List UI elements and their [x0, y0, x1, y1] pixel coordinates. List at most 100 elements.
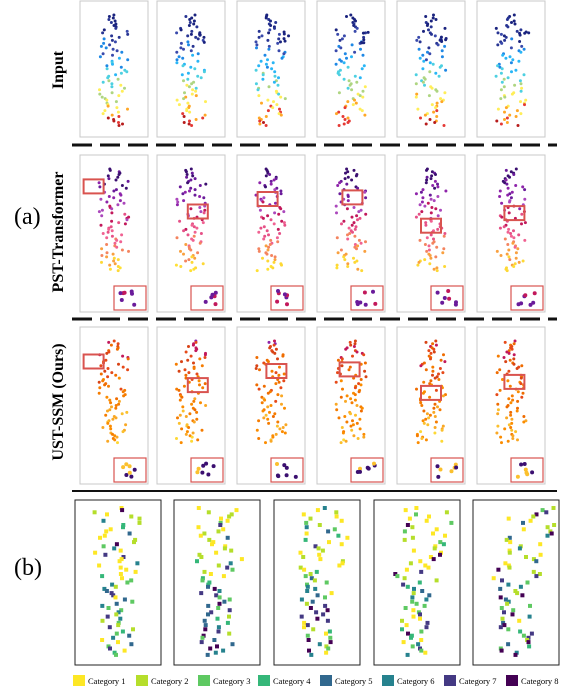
cloud-point — [254, 68, 258, 72]
cloud-point — [353, 398, 357, 402]
cloud-point — [278, 427, 282, 431]
cloud-point — [344, 439, 348, 443]
cloud-point — [177, 103, 181, 107]
cloud-point — [257, 387, 261, 391]
inset-point — [362, 290, 367, 295]
cloud-point — [438, 367, 442, 370]
cloud-point — [108, 168, 112, 172]
cloud-point — [183, 190, 187, 194]
category-point — [317, 642, 322, 647]
cloud-point — [434, 343, 438, 347]
cloud-point — [416, 263, 420, 267]
cloud-point — [283, 39, 287, 43]
cloud-point — [111, 432, 114, 436]
inset-point — [528, 302, 533, 307]
cloud-point — [277, 32, 281, 36]
cloud-point — [357, 390, 361, 394]
inset-point — [204, 461, 209, 466]
category-point — [305, 584, 310, 589]
cloud-point — [264, 244, 268, 248]
category-point — [113, 595, 118, 600]
cloud-point — [121, 430, 125, 434]
cloud-point — [180, 73, 184, 77]
cloud-point — [498, 226, 502, 230]
category-point — [100, 574, 105, 579]
cloud-point — [177, 55, 181, 59]
category-point — [118, 616, 123, 621]
cloud-point — [343, 118, 347, 121]
cloud-point — [102, 41, 106, 45]
cloud-point — [351, 419, 354, 423]
cloud-point — [97, 181, 101, 185]
category-point — [116, 610, 121, 615]
zoom-inset — [190, 285, 224, 311]
cloud-point — [353, 50, 357, 54]
category-point — [502, 610, 506, 615]
cloud-point — [261, 256, 264, 260]
cloud-point — [111, 16, 115, 20]
category-point — [324, 631, 328, 636]
category-point — [118, 565, 123, 570]
category-point — [531, 569, 536, 574]
category-point — [112, 546, 117, 551]
cloud-point — [520, 222, 523, 226]
cloud-point — [509, 426, 513, 429]
cloud-point — [181, 112, 185, 116]
cloud-point — [201, 262, 205, 266]
cloud-point — [512, 265, 516, 268]
cloud-point — [342, 219, 346, 223]
cloud-point — [260, 401, 264, 405]
category-point — [130, 599, 135, 604]
cloud-point — [353, 98, 356, 102]
category-point — [208, 646, 213, 651]
cloud-point — [415, 434, 419, 438]
cloud-point — [427, 244, 431, 248]
cloud-point — [423, 113, 427, 117]
cloud-point — [110, 229, 114, 233]
legend-swatch — [444, 675, 456, 686]
category-point — [302, 625, 306, 630]
cloud-point — [195, 226, 199, 230]
cloud-point — [440, 439, 444, 443]
category-point — [302, 567, 307, 572]
category-point — [225, 518, 230, 523]
cloud-point — [356, 92, 360, 96]
cloud-point — [192, 234, 196, 238]
cloud-point — [195, 25, 199, 29]
cloud-point — [255, 43, 259, 47]
category-point — [121, 525, 125, 530]
category-point — [507, 550, 512, 555]
category-point — [121, 555, 126, 559]
cloud-point — [356, 437, 360, 440]
category-point — [327, 540, 331, 545]
cloud-point — [502, 85, 506, 89]
category-point — [513, 652, 518, 657]
category-point — [114, 652, 118, 657]
category-point — [419, 629, 424, 634]
cloud-point — [116, 342, 120, 346]
cloud-point — [519, 89, 523, 93]
cloud-point — [277, 92, 281, 96]
cloud-point — [352, 345, 356, 348]
category-point — [534, 574, 539, 579]
cloud-point — [358, 427, 362, 431]
category-point — [527, 644, 532, 649]
cloud-point — [177, 388, 181, 392]
category-point — [538, 552, 543, 557]
cloud-point — [113, 438, 117, 442]
cloud-point — [266, 391, 270, 395]
inset-point — [213, 302, 218, 307]
category-point — [404, 567, 409, 572]
panel-frame — [273, 499, 361, 666]
category-point — [122, 648, 127, 653]
cloud-point — [279, 192, 283, 196]
cloud-point — [439, 97, 443, 101]
cloud-point — [433, 179, 437, 183]
cloud-point — [512, 236, 516, 240]
point-cloud-panel — [476, 326, 546, 485]
cloud-point — [499, 435, 503, 439]
cloud-point — [100, 254, 104, 257]
category-point — [309, 652, 314, 657]
cloud-point — [420, 210, 424, 214]
cloud-point — [176, 200, 180, 204]
